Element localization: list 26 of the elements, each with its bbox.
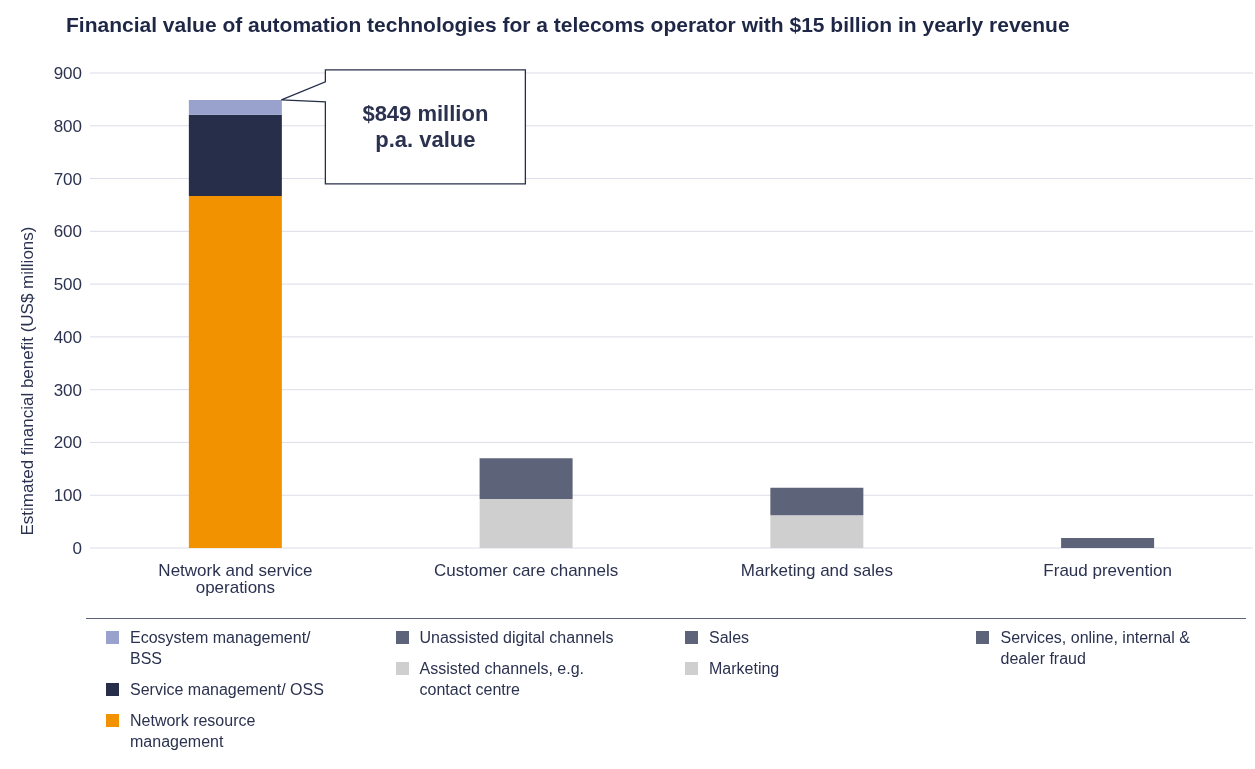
y-axis-title: Estimated financial benefit (US$ millions)	[18, 226, 38, 536]
y-tick-label: 400	[53, 327, 82, 347]
y-tick-label: 500	[53, 275, 82, 295]
y-tick-label: 900	[53, 64, 82, 84]
legend-label: Unassisted digital channels	[419, 628, 615, 648]
chart-title: Financial value of automation technologies for a telecoms operator with $15 billion in yearly revenue	[65, 12, 1071, 38]
legend-label: Marketing	[709, 659, 781, 679]
legend-label: Ecosystem management/ BSS	[130, 628, 312, 669]
y-tick-label: 200	[53, 433, 82, 453]
y-tick-label: 300	[53, 380, 82, 400]
annotation: $849 million p.a. value	[361, 99, 490, 154]
legend-label: Service management/ OSS	[130, 680, 325, 700]
callout-box: $849 million p.a. value	[280, 69, 527, 185]
y-tick-label: 0	[72, 539, 82, 559]
y-tick-label: 700	[53, 169, 82, 189]
y-tick-label: 800	[53, 116, 82, 136]
x-tick-label: Fraud prevention	[1043, 561, 1172, 581]
legend-label: Assisted channels, e.g. contact centre	[419, 659, 586, 700]
x-tick-label: Customer care channels	[433, 561, 619, 581]
legend-label: Sales	[709, 628, 751, 648]
legend-label: Network resource management	[130, 711, 257, 752]
legend-label: Services, online, internal & dealer fraud	[1000, 628, 1191, 669]
y-tick-label: 600	[53, 222, 82, 242]
x-tick-label: Marketing and sales	[740, 561, 893, 581]
x-tick-label: Network and service operations	[158, 561, 313, 598]
y-tick-label: 100	[53, 486, 82, 506]
